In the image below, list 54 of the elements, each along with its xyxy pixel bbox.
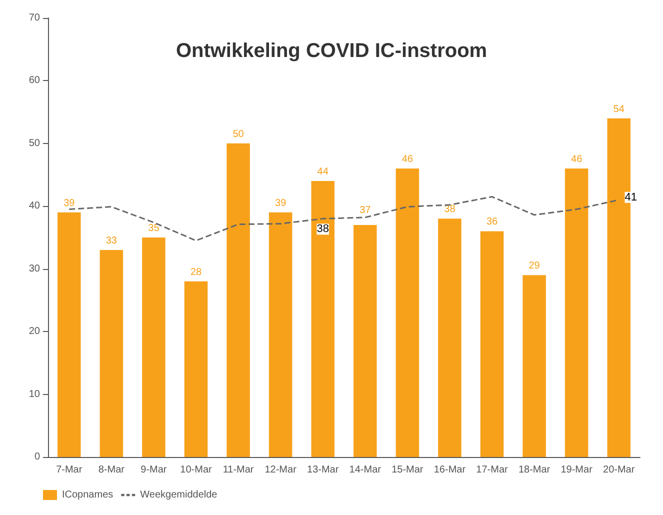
y-tick-label: 10 xyxy=(28,388,40,400)
data-label: 46 xyxy=(571,154,583,166)
data-label: 44 xyxy=(317,166,329,178)
legend-label: ICopnames xyxy=(62,490,114,500)
y-tick-label: 60 xyxy=(28,75,40,86)
y-tick-label: 30 xyxy=(28,263,40,274)
data-label: 46 xyxy=(402,154,414,166)
bar xyxy=(184,281,208,457)
y-tick-label: 0 xyxy=(34,452,40,462)
bar xyxy=(100,250,124,457)
bar xyxy=(564,168,588,457)
data-label: 38 xyxy=(316,223,329,236)
bar xyxy=(354,224,377,457)
y-tick-label: 70 xyxy=(28,12,40,24)
x-tick-label: 18-Mar xyxy=(518,464,551,476)
x-tick-label: 8-Mar xyxy=(98,464,126,476)
data-label: 33 xyxy=(106,236,118,247)
x-tick-label: 9-Mar xyxy=(140,464,168,476)
data-label: 28 xyxy=(190,266,202,278)
data-label: 35 xyxy=(148,223,160,234)
data-label: 29 xyxy=(528,260,540,272)
y-tick-label: 20 xyxy=(28,326,40,338)
data-label: 36 xyxy=(486,216,498,228)
x-tick-label: 14-Mar xyxy=(349,464,382,476)
x-tick-label: 16-Mar xyxy=(434,464,466,476)
bar xyxy=(142,238,166,457)
data-label: 41 xyxy=(624,191,637,204)
data-label: 37 xyxy=(360,204,372,216)
x-tick-label: 13-Mar xyxy=(307,464,340,476)
y-tick-label: 40 xyxy=(28,200,40,212)
x-tick-label: 7-Mar xyxy=(56,464,83,476)
legend-label: Weekgemiddelde xyxy=(140,490,218,500)
x-tick-label: 20-Mar xyxy=(603,464,636,476)
x-tick-label: 11-Mar xyxy=(222,464,254,476)
data-label: 38 xyxy=(444,204,456,216)
bar xyxy=(58,212,81,457)
y-tick-label: 50 xyxy=(28,138,40,149)
bar xyxy=(480,231,504,457)
text: Ontwikkeling COVID IC-instroom xyxy=(176,40,488,62)
x-tick-label: 10-Mar xyxy=(180,464,212,476)
data-label: 39 xyxy=(275,198,287,209)
bar xyxy=(226,143,250,457)
data-label: 50 xyxy=(232,128,244,140)
data-label: 39 xyxy=(64,198,76,209)
x-tick-label: 15-Mar xyxy=(392,464,424,476)
data-label: 54 xyxy=(613,104,625,115)
bar xyxy=(438,218,462,457)
bar xyxy=(396,168,420,457)
bar xyxy=(311,181,334,457)
x-tick-label: 19-Mar xyxy=(560,464,594,476)
x-tick-label: 12-Mar xyxy=(264,464,298,476)
bar xyxy=(522,275,546,457)
x-tick-label: 17-Mar xyxy=(476,464,508,476)
bar xyxy=(268,212,292,457)
